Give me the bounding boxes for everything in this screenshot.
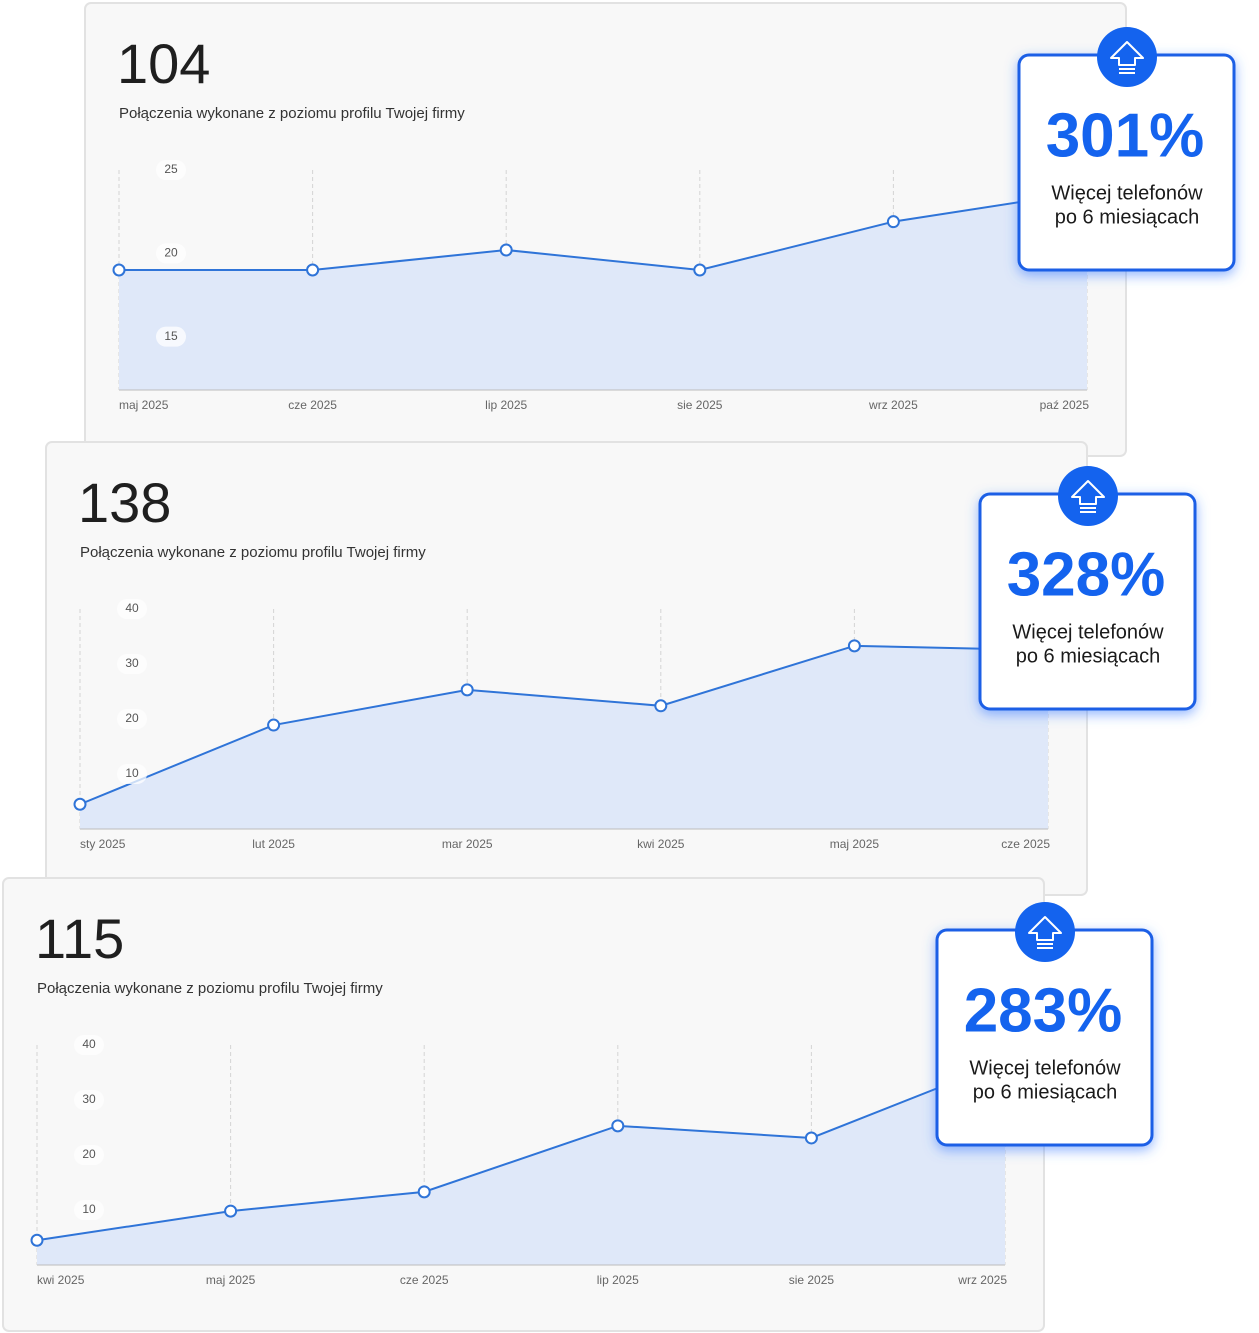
callout-percent: 301% bbox=[1046, 101, 1205, 170]
point bbox=[267, 718, 281, 732]
arrow-icon bbox=[1071, 480, 1105, 505]
y-tick-bg bbox=[74, 1200, 104, 1220]
x-tick-label: wrz 2025 bbox=[868, 398, 918, 412]
subtitle: Połączenia wykonane z poziomu profilu Tw… bbox=[37, 980, 383, 997]
area bbox=[119, 191, 1087, 390]
x-tick-label: sie 2025 bbox=[677, 398, 723, 412]
y-tick-label: 40 bbox=[125, 601, 139, 615]
x-tick-label: maj 2025 bbox=[119, 398, 169, 412]
callout-text: po 6 miesiącach bbox=[973, 1081, 1118, 1103]
y-tick-bg bbox=[117, 764, 147, 784]
chart-card: 104 Połączenia wykonane z poziomu profilu… bbox=[84, 2, 1236, 457]
y-tick-label: 30 bbox=[125, 656, 139, 670]
line bbox=[79, 644, 1049, 806]
x-tick-label: cze 2025 bbox=[288, 398, 337, 412]
arrow-icon-bg bbox=[1097, 27, 1157, 87]
x-tick-label: kwi 2025 bbox=[37, 1273, 85, 1287]
y-tick-bg bbox=[156, 160, 186, 180]
callout-text: po 6 miesiącach bbox=[1055, 206, 1200, 228]
callout-percent: 328% bbox=[1007, 540, 1166, 609]
y-tick-bg bbox=[74, 1035, 104, 1055]
subtitle: Połączenia wykonane z poziomu profilu Tw… bbox=[119, 105, 465, 122]
point bbox=[886, 215, 900, 229]
x-tick-label: mar 2025 bbox=[442, 837, 493, 851]
y-tick-label: 40 bbox=[82, 1037, 96, 1051]
y-tick-label: 10 bbox=[82, 1202, 96, 1216]
y-tick-label: 30 bbox=[82, 1092, 96, 1106]
y-tick-bg bbox=[117, 599, 147, 619]
x-tick-label: wrz 2025 bbox=[957, 1273, 1007, 1287]
y-tick-label: 20 bbox=[125, 711, 139, 725]
point bbox=[804, 1131, 818, 1145]
y-tick-label: 10 bbox=[125, 766, 139, 780]
point bbox=[112, 263, 126, 277]
x-tick-label: lip 2025 bbox=[597, 1273, 639, 1287]
y-tick-bg bbox=[74, 1145, 104, 1165]
chart-card: 115 Połączenia wykonane z poziomu profilu… bbox=[2, 877, 1154, 1332]
y-tick-label: 25 bbox=[164, 162, 178, 176]
area bbox=[37, 1061, 1005, 1265]
arrow-icon-bg bbox=[1058, 466, 1118, 526]
point bbox=[306, 263, 320, 277]
y-tick-bg bbox=[156, 326, 186, 347]
x-tick-label: cze 2025 bbox=[1001, 837, 1050, 851]
x-tick-label: cze 2025 bbox=[400, 1273, 449, 1287]
kpi-total: 115 bbox=[35, 907, 124, 970]
y-tick-bg bbox=[117, 709, 147, 729]
point bbox=[693, 263, 707, 277]
x-tick-label: paź 2025 bbox=[1040, 398, 1090, 412]
arrow-icon bbox=[1110, 41, 1144, 66]
point bbox=[30, 1233, 44, 1247]
point bbox=[73, 797, 87, 811]
kpi-total: 104 bbox=[117, 32, 210, 95]
arrow-icon-bg bbox=[1015, 902, 1075, 962]
x-tick-label: kwi 2025 bbox=[637, 837, 685, 851]
callout-text: Więcej telefonów bbox=[969, 1057, 1121, 1079]
chart-card: 138 Połączenia wykonane z poziomu profilu… bbox=[45, 441, 1197, 896]
point bbox=[224, 1204, 238, 1218]
line bbox=[119, 190, 1088, 272]
point bbox=[460, 683, 474, 697]
point bbox=[611, 1119, 625, 1133]
callout-text: Więcej telefonów bbox=[1051, 182, 1203, 204]
arrow-icon bbox=[1028, 916, 1062, 941]
point bbox=[847, 639, 861, 653]
x-tick-label: sie 2025 bbox=[789, 1273, 835, 1287]
x-tick-label: lip 2025 bbox=[485, 398, 527, 412]
x-tick-label: lut 2025 bbox=[252, 837, 295, 851]
y-tick-bg bbox=[156, 243, 186, 264]
point bbox=[654, 699, 668, 713]
y-tick-bg bbox=[117, 654, 147, 674]
point bbox=[417, 1185, 431, 1199]
y-tick-label: 15 bbox=[164, 329, 178, 343]
x-tick-label: maj 2025 bbox=[206, 1273, 256, 1287]
y-tick-bg bbox=[74, 1090, 104, 1110]
y-tick-label: 20 bbox=[82, 1147, 96, 1161]
area bbox=[80, 645, 1048, 829]
line bbox=[36, 1060, 1006, 1242]
kpi-total: 138 bbox=[78, 471, 171, 534]
x-tick-label: maj 2025 bbox=[830, 837, 880, 851]
y-tick-label: 20 bbox=[164, 246, 178, 260]
callout-text: po 6 miesiącach bbox=[1016, 645, 1161, 667]
x-tick-label: sty 2025 bbox=[80, 837, 126, 851]
callout-text: Więcej telefonów bbox=[1012, 621, 1164, 643]
point bbox=[499, 243, 513, 257]
callout-percent: 283% bbox=[964, 976, 1123, 1045]
subtitle: Połączenia wykonane z poziomu profilu Tw… bbox=[80, 544, 426, 561]
